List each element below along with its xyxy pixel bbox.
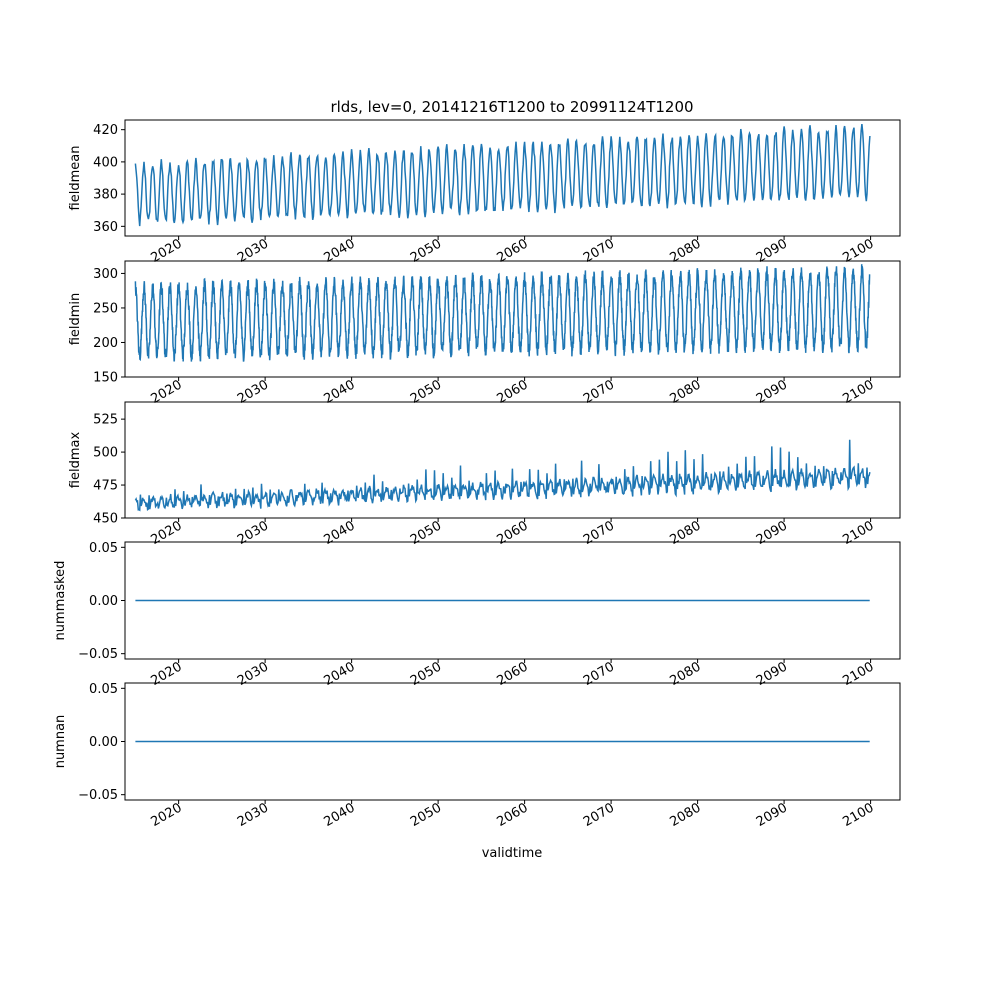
x-tick-label: 2080 xyxy=(667,377,703,407)
panel-fieldmax: 450 475 500 525 fieldmax 2020 2030 2040 2050 2060… xyxy=(68,401,901,548)
y-axis-label: fieldmean xyxy=(68,146,83,211)
panel-fieldmean: 360 380 400 420 fieldmean 2020 2030 2040 2050 206… xyxy=(68,119,901,266)
x-tick-label: 2030 xyxy=(235,659,271,689)
x-tick-label: 2090 xyxy=(754,377,790,407)
x-tick-label: 2090 xyxy=(754,518,790,548)
x-tick-label: 2060 xyxy=(494,236,530,266)
y-tick-label: 380 xyxy=(93,188,118,203)
series-line-fieldmean xyxy=(134,124,871,227)
axes-frame xyxy=(124,401,901,519)
x-tick-label: 2060 xyxy=(494,377,530,407)
x-tick-label: 2070 xyxy=(581,800,617,830)
x-tick-label: 2030 xyxy=(235,236,271,266)
y-axis-label: numnan xyxy=(53,715,68,769)
x-tick-label: 2050 xyxy=(408,800,444,830)
x-tick-label: 2020 xyxy=(148,659,184,689)
x-tick-label: 2060 xyxy=(494,659,530,689)
x-tick-label: 2040 xyxy=(321,800,357,830)
x-tick-label: 2040 xyxy=(321,659,357,689)
x-tick-label: 2060 xyxy=(494,800,530,830)
y-tick-label: 360 xyxy=(93,220,118,235)
x-tick-label: 2070 xyxy=(581,659,617,689)
x-tick-label: 2070 xyxy=(581,518,617,548)
y-tick-label: 0.00 xyxy=(89,594,118,609)
x-tick-label: 2070 xyxy=(581,236,617,266)
x-tick-label: 2030 xyxy=(235,800,271,830)
x-tick-label: 2090 xyxy=(754,236,790,266)
x-tick-label: 2030 xyxy=(235,518,271,548)
panel-fieldmin: 150 200 250 300 fieldmin 2020 2030 2040 2050 2060… xyxy=(68,260,901,407)
x-tick-label: 2050 xyxy=(408,518,444,548)
y-tick-label: 420 xyxy=(93,123,118,138)
x-tick-label: 2080 xyxy=(667,518,703,548)
y-tick-label: −0.05 xyxy=(78,647,118,662)
x-tick-label: 2100 xyxy=(840,518,876,548)
y-tick-label: 525 xyxy=(93,413,118,428)
x-tick-label: 2050 xyxy=(408,377,444,407)
y-tick-label: 200 xyxy=(93,336,118,351)
x-tick-label: 2020 xyxy=(148,800,184,830)
axes-frame xyxy=(124,260,901,378)
y-tick-label: 500 xyxy=(93,446,118,461)
x-tick-label: 2080 xyxy=(667,236,703,266)
x-tick-label: 2090 xyxy=(754,659,790,689)
x-tick-label: 2020 xyxy=(148,518,184,548)
series-line-fieldmin xyxy=(134,264,871,362)
y-tick-label: 400 xyxy=(93,155,118,170)
x-tick-label: 2100 xyxy=(840,659,876,689)
y-tick-label: 300 xyxy=(93,267,118,282)
x-tick-label: 2020 xyxy=(148,236,184,266)
panel-numnan: −0.05 0.00 0.05 numnan 2020 2030 2040 2050 2060 2… xyxy=(53,682,901,830)
x-tick-label: 2100 xyxy=(840,800,876,830)
x-tick-label: 2040 xyxy=(321,518,357,548)
x-tick-label: 2050 xyxy=(408,659,444,689)
x-tick-label: 2060 xyxy=(494,518,530,548)
x-tick-label: 2070 xyxy=(581,377,617,407)
panels: 360 380 400 420 fieldmean 2020 2030 2040 2050 206… xyxy=(53,119,901,830)
x-tick-label: 2090 xyxy=(754,800,790,830)
y-axis-label: nummasked xyxy=(53,561,68,641)
x-tick-label: 2100 xyxy=(840,236,876,266)
x-axis-label: validtime xyxy=(482,846,543,861)
y-tick-label: −0.05 xyxy=(78,788,118,803)
y-tick-label: 0.05 xyxy=(89,682,118,697)
axes-frame xyxy=(124,119,901,237)
y-tick-label: 475 xyxy=(93,479,118,494)
panel-nummasked: −0.05 0.00 0.05 nummasked 2020 2030 2040 2050 20… xyxy=(53,541,901,689)
x-tick-label: 2080 xyxy=(667,659,703,689)
x-tick-label: 2040 xyxy=(321,377,357,407)
y-axis-label: fieldmax xyxy=(68,432,83,489)
y-axis-label: fieldmin xyxy=(68,293,83,346)
y-tick-label: 150 xyxy=(93,371,118,386)
x-tick-label: 2100 xyxy=(840,377,876,407)
x-tick-label: 2050 xyxy=(408,236,444,266)
y-tick-label: 0.05 xyxy=(89,541,118,556)
x-tick-label: 2080 xyxy=(667,800,703,830)
x-tick-label: 2040 xyxy=(321,236,357,266)
series-line-fieldmax xyxy=(134,439,871,512)
chart-title: rlds, lev=0, 20141216T1200 to 20991124T1… xyxy=(330,98,693,116)
x-tick-label: 2020 xyxy=(148,377,184,407)
x-tick-label: 2030 xyxy=(235,377,271,407)
y-tick-label: 450 xyxy=(93,512,118,527)
y-tick-label: 250 xyxy=(93,301,118,316)
y-tick-label: 0.00 xyxy=(89,735,118,750)
